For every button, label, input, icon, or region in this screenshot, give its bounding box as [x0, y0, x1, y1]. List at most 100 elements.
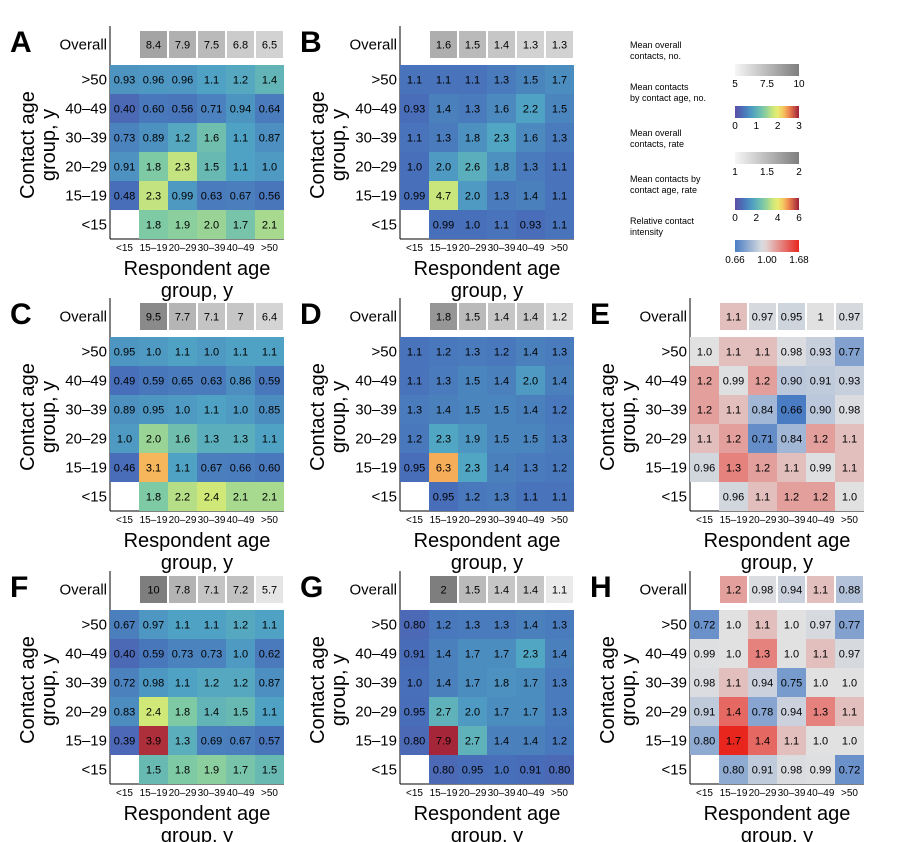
heatmap-cell [806, 366, 835, 395]
cell-value: 0.91 [114, 162, 135, 174]
heatmap-cell [139, 366, 168, 395]
y-axis-title: Contact agegroup, y [597, 363, 640, 471]
heatmap-cell [139, 94, 168, 123]
cell-value: 1.1 [407, 75, 422, 87]
row-label: 30–39 [355, 402, 397, 419]
column-label: 40–49 [807, 788, 835, 799]
cell-value: 1.4 [436, 649, 451, 661]
legend-tick-label: 0 [732, 213, 738, 224]
heatmap-cell [226, 395, 255, 424]
heatmap-cell [139, 395, 168, 424]
heatmap-cell [255, 610, 284, 639]
cell-value: 1.1 [233, 133, 248, 145]
cell-value: 0.98 [143, 678, 164, 690]
heatmap-cell [458, 210, 487, 239]
cell-value: 1.4 [204, 707, 219, 719]
cell-value: 1.3 [465, 347, 480, 359]
heatmap-cell [806, 424, 835, 453]
column-label: 20–29 [749, 788, 777, 799]
cell-value: 1.3 [523, 463, 538, 475]
overall-value: 7.8 [175, 585, 190, 597]
cell-value: 0.99 [810, 765, 831, 777]
cell-value: 0.80 [694, 736, 715, 748]
row-label: 40–49 [645, 646, 687, 663]
heatmap-cell [487, 610, 516, 639]
row-label: 20–29 [65, 431, 107, 448]
heatmap-cell [400, 610, 429, 639]
heatmap-cell [719, 395, 748, 424]
cell-value: 1.5 [494, 405, 509, 417]
overall-value: 0.95 [781, 312, 802, 324]
heatmap-cell [255, 755, 284, 784]
overall-cell [256, 303, 283, 330]
cell-value: 0.91 [752, 765, 773, 777]
legend-title-line: by contact age, no. [630, 93, 706, 103]
x-axis-title-line-1: Respondent age [124, 530, 271, 552]
column-label: 30–39 [778, 788, 806, 799]
heatmap-cell [226, 482, 255, 511]
heatmap-cell [429, 668, 458, 697]
cell-value: 1.9 [175, 220, 190, 232]
column-label: <15 [116, 515, 133, 526]
column-label: 30–39 [488, 243, 516, 254]
cell-value: 1.3 [494, 75, 509, 87]
cell-value: 1.0 [233, 649, 248, 661]
y-axis-title-line-2: group, y [38, 381, 60, 453]
heatmap-cell [516, 65, 545, 94]
overall-cell [430, 303, 457, 330]
panel-label: H [590, 571, 612, 604]
cell-value: 2.2 [175, 492, 190, 504]
overall-value: 10 [147, 585, 159, 597]
heatmap-cell [139, 639, 168, 668]
heatmap-cell [458, 94, 487, 123]
heatmap-cell [139, 668, 168, 697]
heatmap-cell [458, 65, 487, 94]
cell-value: 1.2 [233, 620, 248, 632]
heatmap-cell [400, 668, 429, 697]
x-axis-title-line-1: Respondent age [414, 258, 561, 280]
heatmap-cell [458, 726, 487, 755]
x-axis-title-line-2: group, y [161, 280, 233, 302]
row-label: <15 [662, 762, 687, 779]
heatmap-cell [545, 453, 574, 482]
heatmap-cell [110, 395, 139, 424]
cell-value: 0.59 [259, 376, 280, 388]
row-label: 30–39 [645, 675, 687, 692]
cell-value: 0.97 [143, 620, 164, 632]
cell-value: 1.3 [552, 678, 567, 690]
cell-value: 1.4 [436, 104, 451, 116]
cell-value: 0.99 [404, 191, 425, 203]
heatmap-cell [719, 482, 748, 511]
legend-tick-label: 4 [775, 213, 781, 224]
row-label: >50 [82, 617, 107, 634]
heatmap-cell [835, 424, 864, 453]
column-label: <15 [696, 788, 713, 799]
cell-value: 0.93 [839, 376, 860, 388]
cell-value: 1.8 [494, 162, 509, 174]
column-label: 20–29 [169, 515, 197, 526]
overall-value: 1.1 [552, 585, 567, 597]
heatmap-cell [400, 424, 429, 453]
heatmap-cell [197, 482, 226, 511]
cell-value: 0.95 [114, 347, 135, 359]
legend-color-bar [735, 198, 799, 210]
overall-cell [169, 576, 196, 603]
cell-value: 0.73 [114, 133, 135, 145]
heatmap-cell [487, 395, 516, 424]
heatmap-cell [197, 726, 226, 755]
y-axis-title: Contact agegroup, y [17, 636, 60, 744]
overall-cell [488, 31, 515, 58]
heatmap-cell [168, 123, 197, 152]
heatmap-cell [197, 639, 226, 668]
heatmap-cell [516, 181, 545, 210]
cell-value: 1.2 [552, 736, 567, 748]
cell-value: 1.0 [784, 649, 799, 661]
row-label: >50 [372, 617, 397, 634]
cell-value: 2.0 [465, 707, 480, 719]
row-label: >50 [662, 617, 687, 634]
cell-value: 1.2 [697, 405, 712, 417]
heatmap-cell [110, 181, 139, 210]
